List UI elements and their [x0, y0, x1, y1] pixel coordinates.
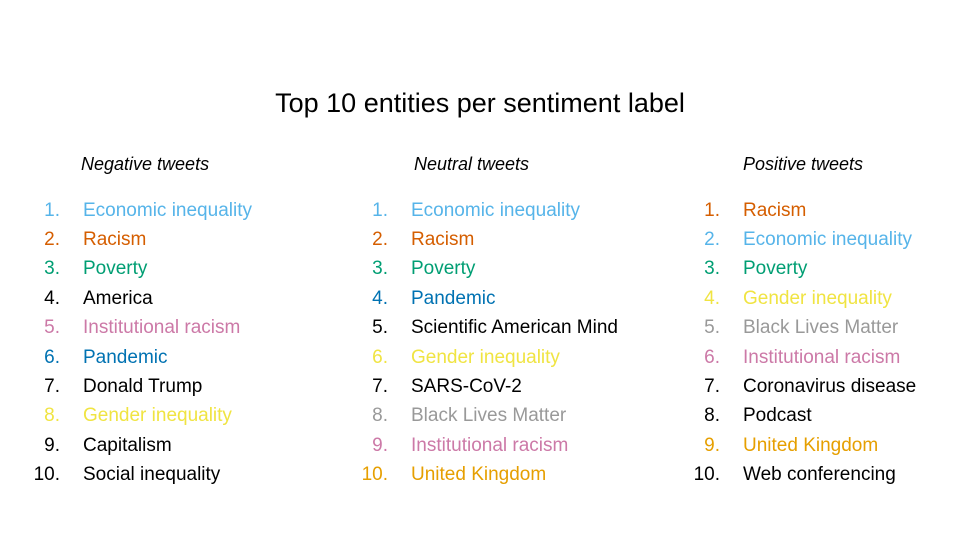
entity-rank: 7.: [44, 376, 60, 398]
entity-rank: 9.: [704, 434, 720, 456]
entity-name: Economic inequality: [83, 199, 252, 221]
entity-row: 3. Poverty: [30, 255, 252, 284]
entity-row: 10. United Kingdom: [358, 461, 618, 490]
column-header-positive: Positive tweets: [743, 154, 864, 174]
entity-row: 7. Donald Trump: [30, 372, 252, 401]
entity-name: Poverty: [411, 258, 476, 280]
entity-name: Donald Trump: [83, 376, 203, 398]
entity-rank: 1.: [372, 199, 388, 221]
entity-row: 4. America: [30, 284, 252, 313]
entity-name: Poverty: [83, 258, 148, 280]
entity-row: 4. Gender inequality: [690, 284, 916, 313]
entity-row: 1. Racism: [690, 196, 916, 225]
entity-rank: 5.: [704, 317, 720, 339]
entity-row: 6. Gender inequality: [358, 343, 618, 372]
entity-rank: 8.: [372, 405, 388, 427]
entity-name: America: [83, 287, 153, 309]
entity-name: Racism: [411, 229, 475, 251]
entity-rank: 3.: [44, 258, 60, 280]
entity-name: United Kingdom: [743, 434, 879, 456]
slide-title: Top 10 entities per sentiment label: [275, 88, 685, 118]
entity-name: Racism: [83, 229, 147, 251]
entity-row: 9. Institutional racism: [358, 431, 618, 460]
entity-list-neutral: 1. Economic inequality 2. Racism 3. Poverty 4.…: [358, 196, 618, 490]
column-header-negative: Negative tweets: [81, 154, 210, 174]
entity-row: 1. Economic inequality: [30, 196, 252, 225]
entity-row: 8. Podcast: [690, 402, 916, 431]
entity-row: 3. Poverty: [690, 255, 916, 284]
entity-name: Economic inequality: [743, 229, 912, 251]
entity-rank: 8.: [704, 405, 720, 427]
entity-name: Capitalism: [83, 434, 172, 456]
entity-rank: 6.: [44, 346, 60, 368]
entity-rank: 3.: [372, 258, 388, 280]
entity-name: Institutional racism: [743, 346, 901, 368]
entity-name: Racism: [743, 199, 807, 221]
entity-row: 6. Pandemic: [30, 343, 252, 372]
entity-rank: 2.: [704, 229, 720, 251]
entity-row: 9. Capitalism: [30, 431, 252, 460]
entity-row: 2. Economic inequality: [690, 225, 916, 254]
entity-rank: 1.: [44, 199, 60, 221]
entity-row: 7. Coronavirus disease: [690, 372, 916, 401]
entity-rank: 5.: [372, 317, 388, 339]
entity-rank: 2.: [372, 229, 388, 251]
entity-name: Pandemic: [83, 346, 168, 368]
entity-row: 7. SARS-CoV-2: [358, 372, 618, 401]
entity-name: Poverty: [743, 258, 808, 280]
entity-rank: 4.: [44, 287, 60, 309]
entity-name: Coronavirus disease: [743, 376, 917, 398]
entity-list-negative: 1. Economic inequality 2. Racism 3. Poverty 4.…: [30, 196, 252, 490]
entity-name: Gender inequality: [743, 287, 892, 309]
entity-row: 8. Gender inequality: [30, 402, 252, 431]
entity-row: 8. Black Lives Matter: [358, 402, 618, 431]
entity-row: 5. Black Lives Matter: [690, 314, 916, 343]
entity-rank: 5.: [44, 317, 60, 339]
entity-row: 5. Scientific American Mind: [358, 314, 618, 343]
entity-row: 2. Racism: [30, 225, 252, 254]
entity-rank: 6.: [704, 346, 720, 368]
entity-name: Economic inequality: [411, 199, 580, 221]
entity-rank: 10.: [33, 464, 60, 486]
entity-row: 1. Economic inequality: [358, 196, 618, 225]
entity-name: Gender inequality: [411, 346, 560, 368]
entity-rank: 9.: [372, 434, 388, 456]
entity-rank: 3.: [704, 258, 720, 280]
entity-row: 10. Social inequality: [30, 461, 252, 490]
entity-rank: 4.: [704, 287, 720, 309]
entity-row: 5. Institutional racism: [30, 314, 252, 343]
entity-list-positive: 1. Racism 2. Economic inequality 3. Poverty 4.…: [690, 196, 917, 490]
entity-row: 4. Pandemic: [358, 284, 618, 313]
entity-rank: 7.: [704, 376, 720, 398]
entity-name: Institutional racism: [411, 434, 569, 456]
entity-name: Black Lives Matter: [743, 317, 899, 339]
entity-name: Social inequality: [83, 464, 221, 486]
entity-rank: 10.: [361, 464, 388, 486]
entity-rank: 1.: [704, 199, 720, 221]
entity-name: Gender inequality: [83, 405, 232, 427]
entity-name: Institutional racism: [83, 317, 241, 339]
entity-name: Web conferencing: [743, 464, 896, 486]
entity-row: 2. Racism: [358, 225, 618, 254]
entity-row: 9. United Kingdom: [690, 431, 916, 460]
entity-rank: 7.: [372, 376, 388, 398]
entity-rank: 6.: [372, 346, 388, 368]
entity-name: Pandemic: [411, 287, 496, 309]
entity-row: 10. Web conferencing: [690, 461, 916, 490]
entity-rank: 9.: [44, 434, 60, 456]
entity-name: SARS-CoV-2: [411, 376, 522, 398]
entity-row: 6. Institutional racism: [690, 343, 916, 372]
entity-name: Black Lives Matter: [411, 405, 567, 427]
entity-name: Scientific American Mind: [411, 317, 618, 339]
entity-name: Podcast: [743, 405, 812, 427]
entity-name: United Kingdom: [411, 464, 547, 486]
entity-rank: 4.: [372, 287, 388, 309]
entity-row: 3. Poverty: [358, 255, 618, 284]
column-header-neutral: Neutral tweets: [414, 154, 530, 174]
entity-rank: 2.: [44, 229, 60, 251]
entity-rank: 10.: [693, 464, 720, 486]
entity-rank: 8.: [44, 405, 60, 427]
